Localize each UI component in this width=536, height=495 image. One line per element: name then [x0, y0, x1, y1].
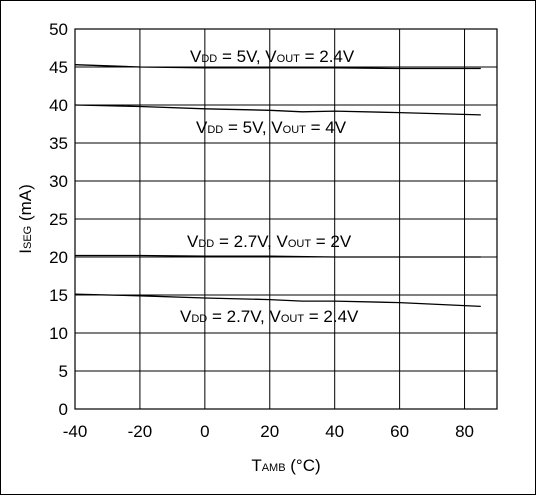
series-line-2: [74, 104, 481, 116]
y-axis-title: ISEG (mA): [16, 184, 35, 254]
y-tick-label: 10: [49, 324, 68, 343]
x-tick-label: 60: [390, 422, 409, 441]
x-tick-label: -20: [128, 422, 153, 441]
x-tick-label: 0: [200, 422, 209, 441]
series-label-4: VDD = 2.7V, VOUT = 2.4V: [180, 307, 359, 326]
y-tick-label: 20: [49, 248, 68, 267]
series-label-2: VDD = 5V, VOUT = 4V: [196, 118, 347, 137]
y-tick-label: 35: [49, 134, 68, 153]
series-label-1: VDD = 5V, VOUT = 2.4V: [190, 47, 355, 66]
x-tick-label: 40: [325, 422, 344, 441]
y-tick-label: 25: [49, 210, 68, 229]
x-axis-title: TAMB (°C): [251, 456, 320, 475]
y-tick-label: 40: [49, 96, 68, 115]
series-line-4: [74, 293, 481, 308]
y-tick-label: 15: [49, 286, 68, 305]
series-line-3: [75, 254, 481, 258]
y-tick-label: 5: [59, 362, 68, 381]
y-tick-label: 50: [49, 20, 68, 39]
x-tick-label: 20: [260, 422, 279, 441]
plot-area: [74, 28, 498, 410]
series-line-1: [74, 64, 481, 70]
tick-labels: -40 -20 0 20 40 60 80 0 5 10 15 20 25 30 35 40 45 50: [49, 20, 474, 441]
series-label-3: VDD = 2.7V, VOUT = 2V: [187, 232, 352, 251]
y-tick-label: 0: [59, 400, 68, 419]
x-tick-label: 80: [455, 422, 474, 441]
y-tick-label: 45: [49, 58, 68, 77]
gridlines: [74, 28, 497, 410]
y-tick-label: 30: [49, 172, 68, 191]
x-tick-label: -40: [63, 422, 88, 441]
series-layer: [74, 64, 481, 308]
annotations: VDD = 5V, VOUT = 2.4V VDD = 5V, VOUT = 4V…: [180, 47, 359, 326]
